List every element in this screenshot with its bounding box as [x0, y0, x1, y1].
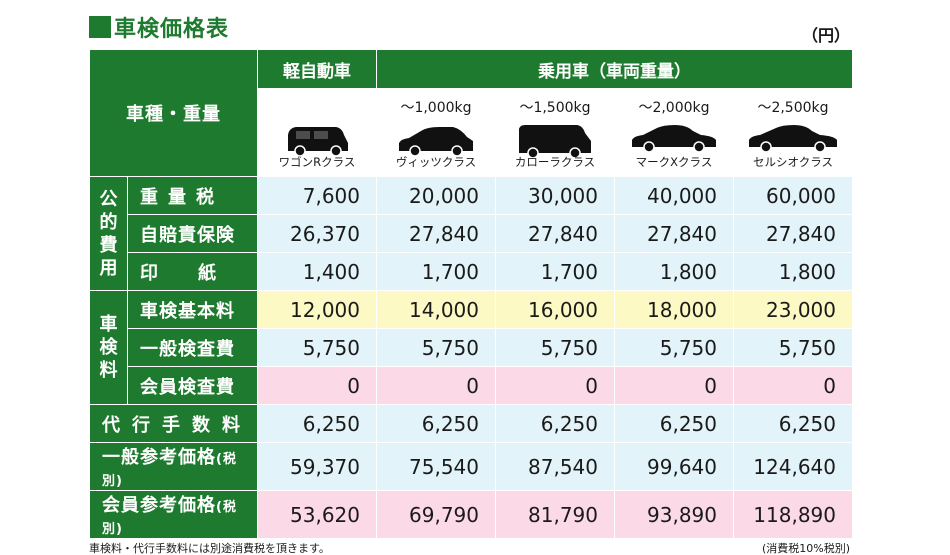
- value-cell: 27,840: [495, 214, 615, 253]
- group-inspection: 車検料: [89, 290, 128, 405]
- row-label: 自賠責保険: [127, 214, 258, 253]
- car-cell-hatchback: ～1,000kg ヴィッツクラス: [376, 88, 496, 177]
- value-cell: 40,000: [614, 176, 734, 215]
- title-text: 車検価格表: [114, 17, 230, 42]
- value-cell: 1,700: [376, 252, 496, 291]
- value-cell: 14,000: [376, 290, 496, 329]
- car-cell-van: ～1,500kg カローラクラス: [495, 88, 615, 177]
- value-cell: 5,750: [257, 328, 377, 367]
- tax-suffix: (税別): [102, 452, 237, 489]
- value-cell: 16,000: [495, 290, 615, 329]
- value-cell: 124,640: [733, 442, 853, 491]
- value-cell: 5,750: [733, 328, 853, 367]
- value-cell: 81,790: [495, 490, 615, 539]
- value-cell: 59,370: [257, 442, 377, 491]
- value-cell: 12,000: [257, 290, 377, 329]
- value-cell: 6,250: [376, 404, 496, 443]
- footnote-right: (消費税10%税別): [761, 542, 850, 555]
- value-cell: 5,750: [376, 328, 496, 367]
- row-label: 会員検査費: [127, 366, 258, 405]
- value-cell: 1,800: [614, 252, 734, 291]
- row-label: 会員参考価格(税別): [89, 490, 258, 539]
- value-cell: 118,890: [733, 490, 853, 539]
- value-cell: 1,700: [495, 252, 615, 291]
- value-cell: 27,840: [733, 214, 853, 253]
- row-label: 重量税: [127, 176, 258, 215]
- value-cell: 0: [257, 366, 377, 405]
- car-weight: ～2,000kg: [638, 100, 710, 116]
- value-cell: 6,250: [257, 404, 377, 443]
- value-cell: 30,000: [495, 176, 615, 215]
- value-cell: 6,250: [614, 404, 734, 443]
- car-class: マークXクラス: [635, 155, 713, 169]
- page-title: 車検価格表: [89, 12, 229, 42]
- hatchback-car-icon: [399, 127, 473, 157]
- row-label: 印紙: [127, 252, 258, 291]
- value-cell: 0: [376, 366, 496, 405]
- header-passenger: 乗用車（車両重量）: [376, 49, 853, 89]
- value-cell: 75,540: [376, 442, 496, 491]
- row-label: 一般検査費: [127, 328, 258, 367]
- value-cell: 26,370: [257, 214, 377, 253]
- price-table: 車種・重量 軽自動車 乗用車（車両重量） ワゴンRクラス ～1,000kg ヴィ…: [89, 49, 853, 539]
- car-weight: ～1,500kg: [519, 100, 591, 116]
- header-corner: 車種・重量: [89, 49, 258, 177]
- unit-label: （円）: [801, 26, 850, 45]
- value-cell: 0: [614, 366, 734, 405]
- title-square-icon: [89, 16, 111, 38]
- value-cell: 20,000: [376, 176, 496, 215]
- value-cell: 69,790: [376, 490, 496, 539]
- value-cell: 53,620: [257, 490, 377, 539]
- tax-suffix: (税別): [102, 500, 237, 537]
- value-cell: 23,000: [733, 290, 853, 329]
- luxury-sedan-car-icon: [749, 125, 837, 153]
- car-class: セルシオクラス: [752, 155, 834, 169]
- value-cell: 0: [733, 366, 853, 405]
- car-class: カローラクラス: [514, 155, 596, 169]
- value-cell: 93,890: [614, 490, 734, 539]
- value-cell: 7,600: [257, 176, 377, 215]
- value-cell: 27,840: [614, 214, 734, 253]
- value-cell: 5,750: [495, 328, 615, 367]
- wagon-car-icon: [288, 127, 348, 157]
- value-cell: 99,640: [614, 442, 734, 491]
- row-label: 車検基本料: [127, 290, 258, 329]
- car-cell-luxury: ～2,500kg セルシオクラス: [733, 88, 853, 177]
- header-kei: 軽自動車: [257, 49, 377, 89]
- value-cell: 0: [495, 366, 615, 405]
- value-cell: 60,000: [733, 176, 853, 215]
- car-weight: ～2,500kg: [757, 100, 829, 116]
- row-label: 一般参考価格(税別): [89, 442, 258, 491]
- value-cell: 6,250: [495, 404, 615, 443]
- value-cell: 1,400: [257, 252, 377, 291]
- car-class: ヴィッツクラス: [395, 155, 477, 169]
- group-public: 公的費用: [89, 176, 128, 291]
- car-weight: ～1,000kg: [400, 100, 472, 116]
- car-cell-wagon: ワゴンRクラス: [257, 88, 377, 177]
- car-cell-sedan: ～2,000kg マークXクラス: [614, 88, 734, 177]
- value-cell: 1,800: [733, 252, 853, 291]
- value-cell: 6,250: [733, 404, 853, 443]
- value-cell: 5,750: [614, 328, 734, 367]
- sedan-car-icon: [632, 125, 716, 153]
- value-cell: 27,840: [376, 214, 496, 253]
- footnote-left: 車検料・代行手数料には別途消費税を頂きます。: [89, 542, 330, 555]
- value-cell: 18,000: [614, 290, 734, 329]
- van-car-icon: [519, 125, 591, 159]
- value-cell: 87,540: [495, 442, 615, 491]
- row-label: 代行手数料: [89, 404, 258, 443]
- car-class: ワゴンRクラス: [278, 155, 356, 169]
